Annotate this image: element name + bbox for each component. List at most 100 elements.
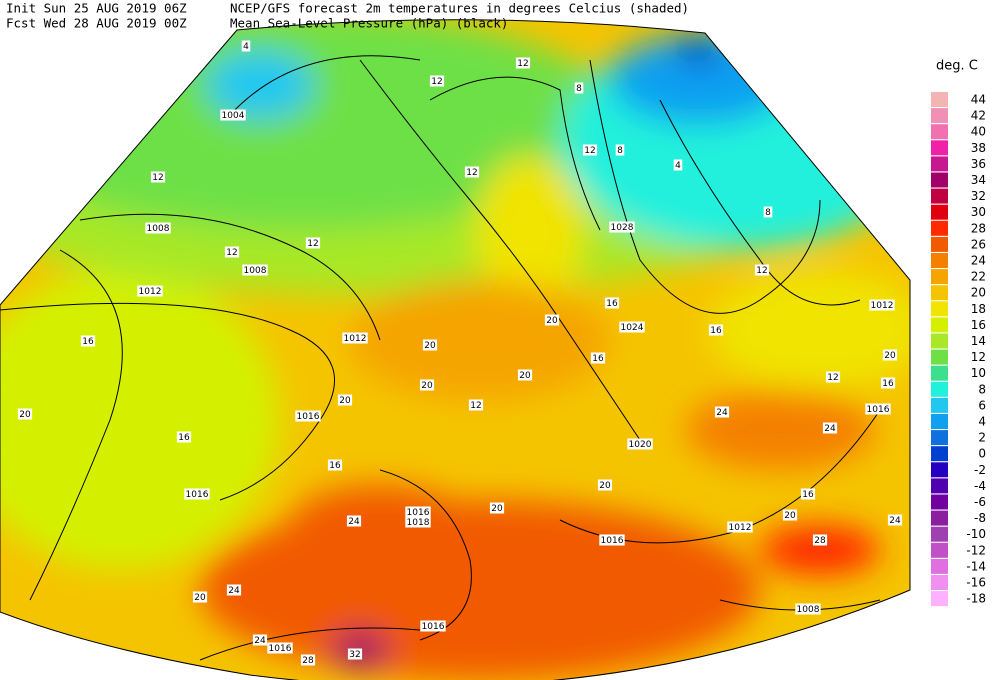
isobar [429,76,601,231]
label-box [220,109,246,121]
scale-swatch [931,430,948,446]
scale-swatch [931,381,948,397]
label-box [604,297,620,309]
map-label: 4 [675,161,681,171]
map-label: 1024 [621,323,644,333]
scale-swatch [931,365,948,381]
map-label: 1016 [297,412,320,422]
scale-swatch [931,236,948,252]
label-box [305,237,321,249]
map-label: 12 [226,248,237,258]
label-box [708,324,724,336]
title: NCEP/GFS forecast 2m temperatures in deg… [230,1,689,16]
scale-label: -10 [966,527,986,541]
map-label: 28 [302,656,314,666]
label-box [812,534,828,546]
scale-label: -6 [974,495,986,509]
label-box [515,57,531,69]
map-label: 8 [617,146,623,156]
label-box [468,399,484,411]
scale-swatch [931,172,948,188]
map-label: 12 [470,401,481,411]
isobar [659,99,861,306]
map-label: 16 [710,326,722,336]
map-border [0,19,911,680]
label-box [489,502,505,514]
label-box [763,206,773,218]
map-label: 16 [178,433,190,443]
map-label: 20 [599,481,611,491]
label-box [405,506,431,518]
label-box [574,82,584,94]
scale-swatch [931,92,948,107]
scale-swatch [931,333,948,349]
label-box [419,379,435,391]
scale-label: 38 [971,141,986,155]
label-box [582,144,598,156]
subtitle: Mean Sea-Level Pressure (hPa) (black) [230,16,508,31]
scale-label: 12 [971,350,986,364]
map-label: 1008 [797,605,820,615]
label-box [327,459,343,471]
scale-label: 40 [971,125,986,139]
label-box [544,314,560,326]
scale-label: 26 [971,237,986,251]
map-label: 12 [431,77,442,87]
map-label: 12 [517,59,528,69]
label-box [226,584,242,596]
map-label: 1012 [139,287,162,297]
label-box [422,339,438,351]
map-label: 24 [228,586,240,596]
scale-swatch [931,558,948,574]
scale-swatch [931,526,948,542]
isobar [199,627,421,661]
map-label: 16 [882,379,894,389]
init-line: Init Sun 25 AUG 2019 06Z [6,1,187,16]
scale-label: 32 [971,189,986,203]
label-box [825,371,841,383]
map-label: 4 [243,42,249,52]
scale-label: 10 [971,366,986,380]
label-box [882,349,898,361]
label-box [420,620,446,632]
map-label: 1020 [629,440,652,450]
scale-label: 34 [971,173,986,187]
map-label: 1016 [407,508,430,518]
isobar [0,302,335,501]
label-box [464,166,480,178]
scale-label: 4 [978,415,986,429]
scale-swatch [931,462,948,478]
label-box [887,514,903,526]
map-label: 12 [756,266,767,276]
label-box [714,406,730,418]
label-box [241,40,251,52]
map-label: 12 [152,173,163,183]
scale-label: 18 [971,302,986,316]
label-box [184,488,210,500]
label-box [337,394,353,406]
label-box [347,648,363,660]
scale-label: 42 [971,109,986,123]
map-label: 20 [421,381,433,391]
map-label: 24 [716,408,728,418]
map-label: 1028 [611,223,634,233]
map-label: 24 [254,636,266,646]
map-label: 24 [889,516,901,526]
map-label: 8 [765,208,771,218]
scale-label: 36 [971,157,986,171]
scale-swatch [931,494,948,510]
isobar [29,249,123,601]
map-label: 12 [584,146,595,156]
map-label: 24 [824,424,836,434]
label-box [590,352,606,364]
map-label: 1012 [871,301,894,311]
scale-swatch [931,591,948,607]
isobar [379,469,472,641]
scale-swatch [931,140,948,156]
scale-label: -4 [974,479,986,493]
scale-swatch [931,317,948,333]
scale-swatch [931,478,948,494]
label-box [342,332,368,344]
label-box [252,634,268,646]
map-label: 32 [349,650,360,660]
